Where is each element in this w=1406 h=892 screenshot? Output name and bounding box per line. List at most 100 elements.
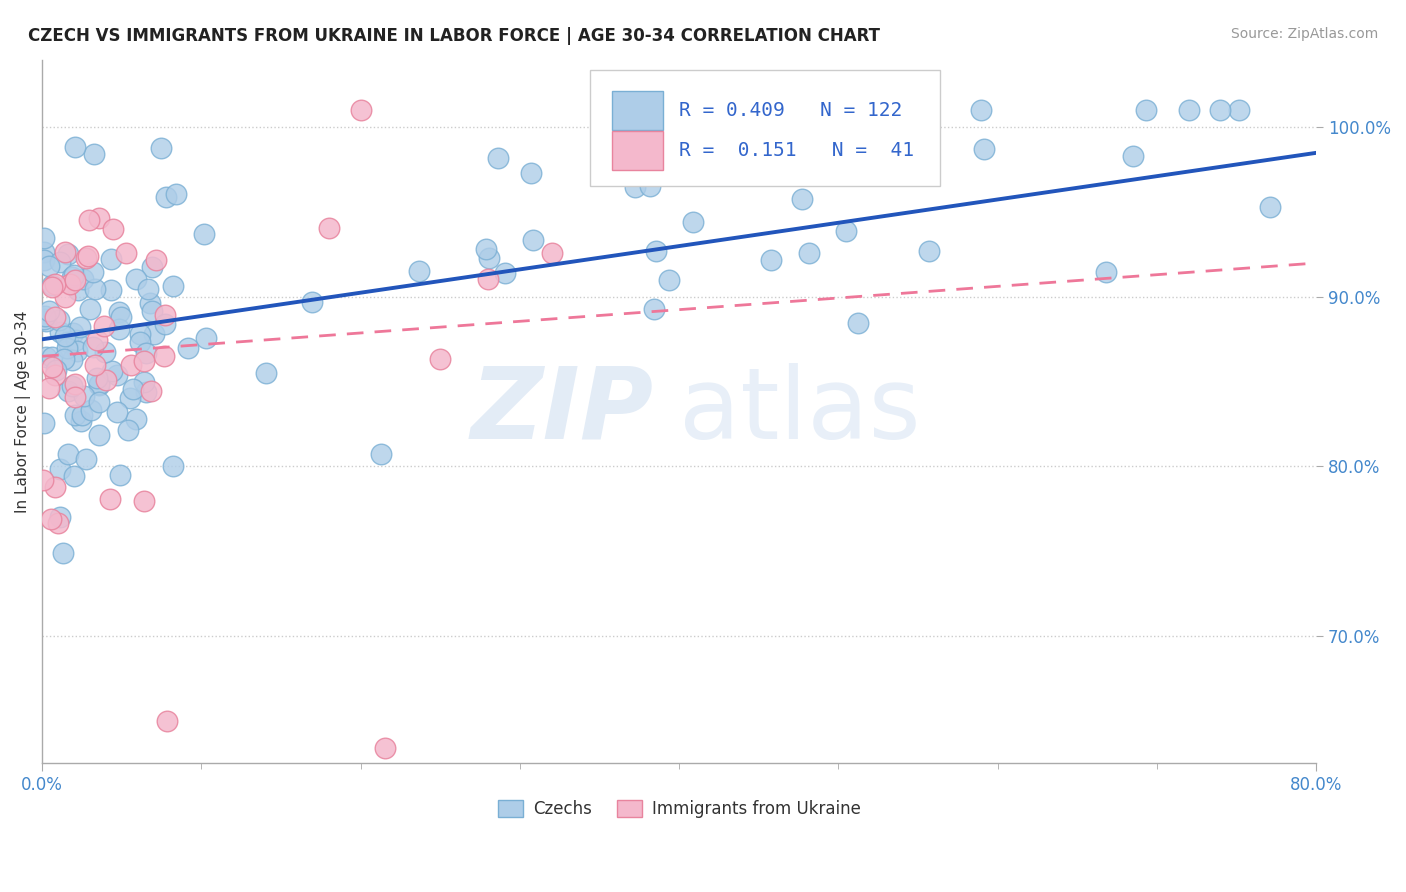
Point (32, 253, 55, 268)
Point (121, 382, 143, 396)
Y-axis label: In Labor Force | Age 30-34: In Labor Force | Age 30-34 (15, 310, 31, 513)
Point (48, 516, 70, 530)
Point (56, 334, 79, 349)
Point (155, 189, 177, 203)
Point (125, 271, 148, 285)
Point (1135, 103, 1157, 118)
Point (32, 312, 55, 326)
Point (134, 375, 156, 389)
Point (132, 354, 155, 368)
Point (117, 423, 139, 437)
Point (477, 272, 499, 286)
Point (87, 376, 110, 391)
Point (53, 290, 76, 304)
Point (141, 260, 163, 275)
Point (792, 192, 814, 206)
Point (79, 301, 101, 316)
Point (616, 129, 638, 144)
Point (66, 343, 89, 358)
Point (124, 412, 146, 426)
Point (93, 318, 115, 333)
Point (62, 326, 84, 341)
Bar (612, 131, 662, 170)
Text: CZECH VS IMMIGRANTS FROM UKRAINE IN LABOR FORCE | AGE 30-34 CORRELATION CHART: CZECH VS IMMIGRANTS FROM UKRAINE IN LABO… (28, 27, 880, 45)
Point (135, 346, 157, 360)
Point (682, 215, 704, 229)
Point (370, 446, 392, 460)
Point (153, 317, 176, 331)
Point (53, 329, 76, 343)
Point (638, 179, 661, 194)
Point (877, 164, 900, 178)
Point (58, 246, 80, 260)
Point (62, 352, 84, 367)
Point (56, 447, 79, 461)
Point (645, 244, 668, 258)
Point (34, 416, 56, 430)
Point (105, 405, 128, 419)
Point (488, 151, 510, 165)
Point (41, 359, 63, 374)
Point (59, 277, 82, 292)
Bar (612, 91, 662, 130)
Point (100, 283, 122, 297)
Point (540, 246, 562, 260)
Point (41, 350, 63, 364)
Point (143, 327, 166, 342)
Point (177, 341, 200, 355)
Point (82, 265, 104, 279)
Point (683, 151, 706, 165)
Point (94, 373, 117, 387)
Point (134, 493, 156, 508)
Point (141, 304, 163, 318)
Point (152, 349, 174, 363)
Point (165, 186, 187, 201)
Point (63, 377, 86, 392)
Point (39, 512, 62, 526)
Point (49, 510, 72, 524)
Point (624, 179, 647, 194)
Point (969, 103, 991, 118)
Point (120, 391, 142, 405)
Point (60, 270, 83, 285)
Point (63, 390, 86, 404)
Point (63, 469, 86, 483)
Point (41, 277, 63, 292)
Point (100, 252, 122, 266)
Text: R = 0.409   N = 122: R = 0.409 N = 122 (679, 101, 903, 120)
Point (1095, 265, 1118, 279)
Point (1258, 200, 1281, 214)
Point (494, 266, 516, 280)
Point (107, 322, 129, 336)
Text: atlas: atlas (679, 363, 921, 460)
Point (193, 227, 215, 241)
Point (63, 273, 86, 287)
Point (45, 363, 67, 377)
Point (1209, 103, 1232, 118)
Point (89, 428, 111, 442)
Point (80, 402, 103, 417)
Point (44, 368, 66, 382)
Point (77, 213, 100, 227)
Point (56, 384, 79, 398)
Point (60, 378, 83, 392)
Point (522, 233, 544, 247)
Point (141, 384, 163, 398)
Point (139, 296, 162, 310)
Point (759, 252, 782, 267)
Point (35, 350, 58, 364)
Point (53, 245, 76, 260)
Point (38, 381, 60, 395)
Point (120, 358, 142, 372)
Point (150, 141, 173, 155)
Point (846, 316, 869, 330)
Text: R =  0.151   N =  41: R = 0.151 N = 41 (679, 141, 914, 161)
Point (643, 301, 665, 316)
Point (100, 364, 122, 378)
Legend: Czechs, Immigrants from Ukraine: Czechs, Immigrants from Ukraine (491, 794, 868, 825)
Point (87, 394, 110, 409)
Point (44, 480, 66, 494)
Point (65, 409, 87, 423)
Point (474, 243, 496, 257)
Point (53, 352, 76, 367)
